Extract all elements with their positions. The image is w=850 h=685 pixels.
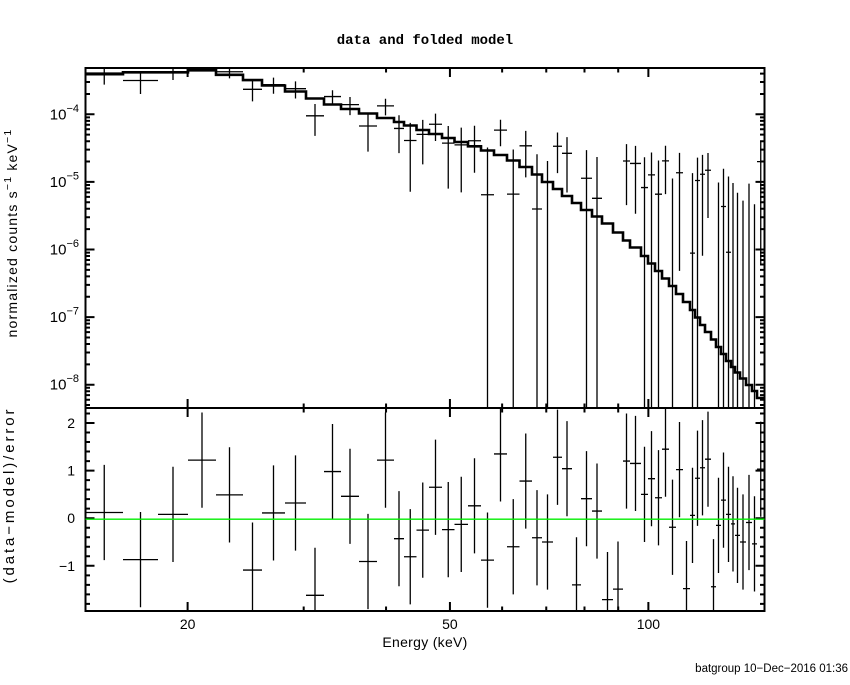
svg-text:Energy (keV): Energy (keV) <box>382 634 467 650</box>
svg-text:100: 100 <box>637 616 661 632</box>
svg-text:(data−model)/error: (data−model)/error <box>1 407 18 584</box>
svg-text:2: 2 <box>67 415 75 431</box>
svg-text:1: 1 <box>67 463 75 479</box>
svg-text:normalized counts s−1 keV−1: normalized counts s−1 keV−1 <box>2 129 20 338</box>
svg-text:data and folded model: data and folded model <box>337 33 513 49</box>
svg-text:batgroup 10−Dec−2016 01:36: batgroup 10−Dec−2016 01:36 <box>695 663 848 675</box>
svg-text:0: 0 <box>67 510 75 526</box>
svg-text:−1: −1 <box>59 558 75 574</box>
svg-text:20: 20 <box>180 616 196 632</box>
svg-text:50: 50 <box>442 616 458 632</box>
